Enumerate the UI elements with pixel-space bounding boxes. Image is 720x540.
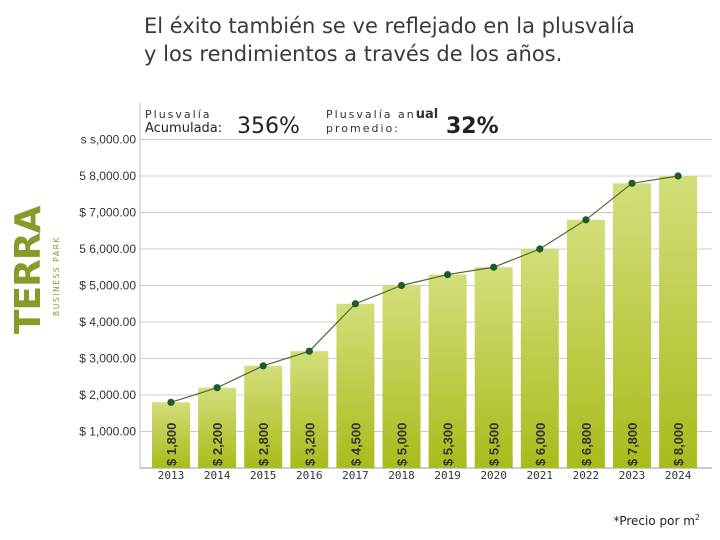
bar-value-label: $ 6,000	[533, 423, 548, 466]
bar-2018	[382, 285, 421, 468]
y-tick-label: 5 6,000.00	[79, 242, 136, 256]
marker-2020	[490, 263, 498, 271]
marker-2015	[259, 362, 267, 370]
x-tick-label: 2020	[480, 469, 507, 482]
x-tick-label: 2013	[158, 469, 185, 482]
footnote-superscript: 2	[694, 513, 700, 522]
bar-value-labels: $ 1,800 $ 2,200 $ 2,800 $ 3,200 $ 4,500 $ 5,0…	[164, 423, 686, 466]
y-tick-label: 5 8,000.00	[79, 169, 136, 183]
x-tick-label: 2016	[296, 469, 323, 482]
y-tick-label: $ 7,000.00	[79, 206, 136, 220]
x-tick-label: 2021	[527, 469, 554, 482]
x-tick-label: 2022	[573, 469, 600, 482]
bar-2022	[566, 219, 605, 468]
stats-box: Plusvalía Acumulada: 356% Plusvalía anua…	[145, 107, 499, 139]
bar-value-label: $ 2,800	[256, 423, 271, 466]
bar-value-label: $ 1,800	[164, 423, 179, 466]
logo-brand-text: TERRA	[8, 205, 49, 334]
bar-value-label: $ 5,300	[441, 423, 456, 466]
marker-2019	[444, 270, 452, 279]
x-tick-label: 2023	[619, 469, 646, 482]
bar-value-label: $ 5,000	[395, 423, 410, 466]
markers	[167, 172, 682, 406]
y-tick-label: $ 5,000.00	[79, 279, 136, 293]
bar-2013	[152, 402, 190, 468]
x-tick-label: 2014	[204, 469, 231, 482]
x-tick-label: 2019	[434, 469, 461, 482]
bar-value-label: $ 6,800	[579, 423, 594, 466]
y-tick-label: $ 3,000.00	[79, 352, 136, 366]
marker-2024	[674, 172, 682, 180]
trend-polyline	[170, 175, 679, 403]
accum-label-2: Acumulada:	[145, 121, 222, 136]
page-title: El éxito también se ve reflejado en la p…	[144, 12, 714, 68]
bar-2015	[244, 365, 283, 468]
bar-value-label: $ 4,500	[348, 423, 363, 466]
title-line-2: y los rendimientos a través de los años.	[144, 42, 563, 66]
x-tick-label: 2015	[250, 469, 277, 482]
accum-value: 356%	[237, 114, 300, 139]
bar-2016	[290, 351, 329, 468]
footnote-text: *Precio por m	[613, 514, 695, 528]
x-tick-label: 2024	[665, 469, 692, 482]
trend-line	[170, 175, 679, 403]
y-tick-label: $ 4,000.00	[79, 315, 136, 329]
y-axis-ticks: $ 1,000.00 $ 2,000.00 $ 3,000.00 $ 4,000.00…	[79, 133, 136, 439]
bar-2017	[336, 303, 375, 468]
annual-label-1b: ual	[416, 107, 438, 122]
bar-2019	[428, 274, 467, 468]
x-tick-label: 2018	[388, 469, 415, 482]
y-tick-label: s s,000.00	[81, 133, 137, 147]
logo-tagline-text: BUSINESS PARK	[52, 236, 61, 316]
bar-2024	[659, 176, 698, 468]
bar-value-label: $ 2,200	[210, 423, 225, 466]
y-tick-label: $ 2,000.00	[79, 388, 136, 402]
bar-value-label: $ 8,000	[671, 423, 686, 466]
marker-2021	[536, 245, 544, 253]
terra-logo: TERRA BUSINESS PARK	[8, 205, 61, 334]
marker-2018	[397, 281, 406, 290]
marker-2016	[305, 347, 313, 355]
marker-2022	[582, 216, 590, 224]
bars	[152, 176, 698, 469]
annual-label-1: Plusvalía anual	[326, 107, 438, 122]
footnote: *Precio por m2	[613, 513, 700, 528]
x-tick-label: 2017	[342, 469, 369, 482]
annual-value: 32%	[446, 114, 499, 139]
accum-label-1: Plusvalía	[145, 108, 212, 121]
y-tick-label: $ 1,000.00	[79, 425, 136, 439]
bar-value-label: $ 7,800	[625, 423, 640, 466]
annual-label-2: promedio:	[326, 122, 400, 135]
marker-2017	[351, 300, 359, 308]
annual-label-1a: Plusvalía an	[326, 108, 416, 121]
bar-2021	[520, 249, 559, 468]
marker-2013	[167, 398, 175, 406]
bar-value-label: $ 5,500	[487, 423, 502, 466]
bar-2020	[474, 267, 513, 468]
bar-value-label: $ 3,200	[302, 423, 317, 466]
bar-2023	[613, 183, 651, 469]
marker-2023	[628, 179, 636, 187]
marker-2014	[213, 384, 221, 392]
bar-2014	[198, 387, 237, 468]
x-axis-ticks: 2013 2014 2015 2016 2017 2018 2019 2020 2021 2022…	[158, 469, 692, 482]
title-line-1: El éxito también se ve reflejado en la p…	[144, 14, 635, 38]
